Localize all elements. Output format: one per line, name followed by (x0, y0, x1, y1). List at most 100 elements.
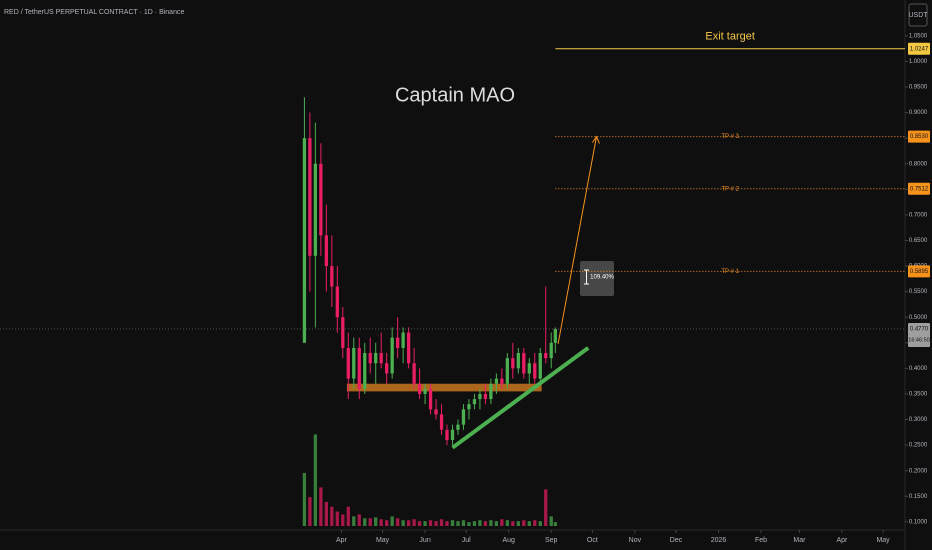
volume-bar (374, 517, 378, 526)
y-tick-label: 0.7000 (909, 212, 928, 218)
candle-body (417, 383, 422, 394)
y-tick-label: 0.9500 (909, 85, 928, 91)
x-tick-label: Dec (670, 537, 683, 544)
y-tick-label: 0.1500 (909, 494, 928, 500)
candle-body (346, 347, 350, 379)
x-tick-label: Nov (629, 537, 642, 544)
y-tick-label: 0.9000 (909, 110, 928, 116)
level-price-label: 0.8530 (910, 134, 929, 140)
x-tick-label: Jul (462, 537, 471, 544)
x-tick-label: Apr (836, 537, 848, 544)
measure-icon (584, 269, 589, 285)
chart-title: RED / TetherUS PERPETUAL CONTRACT · 1D ·… (4, 9, 184, 16)
candle-body (330, 266, 334, 287)
candle-body (527, 363, 531, 374)
volume-bar (428, 520, 433, 526)
candle-body (533, 363, 537, 379)
y-tick-label: 0.5000 (909, 315, 928, 321)
volume-bar (500, 519, 504, 526)
volume-bar (319, 487, 323, 526)
y-tick-label: 0.5500 (909, 289, 928, 295)
volume-bar (533, 520, 537, 526)
candle-body (396, 337, 400, 348)
level-price-box (908, 130, 930, 143)
candle-body (374, 353, 378, 364)
level-price-label: 1.0247 (910, 46, 929, 52)
volume-bar (341, 514, 345, 526)
volume-bar (434, 521, 438, 526)
candle-body (538, 353, 542, 379)
volume-bar (423, 521, 427, 526)
x-tick-label: Feb (755, 537, 767, 544)
x-tick-label: Jun (419, 537, 430, 544)
arrow-head (592, 135, 600, 144)
candle-body (494, 378, 499, 384)
volume-bar (467, 522, 471, 526)
y-tick-label: 1.0500 (909, 33, 928, 39)
x-tick-label: May (376, 537, 390, 544)
x-tick-label: May (876, 537, 890, 544)
candle-body (401, 332, 405, 348)
measure-label: 109.40% (590, 275, 614, 281)
volume-bar (505, 520, 509, 526)
candle-body (483, 393, 488, 400)
candle-body (549, 342, 553, 359)
volume-bar (522, 520, 526, 526)
level-price-box (908, 182, 930, 195)
volume-bar (302, 472, 307, 526)
volume-bar (363, 518, 367, 526)
volume-bar (489, 520, 493, 526)
candle-body (489, 383, 493, 400)
y-tick-label: 0.1000 (909, 519, 928, 525)
volume-bar (346, 506, 350, 526)
x-tick-label: 2026 (711, 537, 727, 544)
last-price-box (908, 322, 930, 347)
candle-body (439, 414, 444, 430)
x-tick-label: Sep (545, 537, 558, 544)
candle-body (368, 353, 372, 364)
candle-body (302, 138, 307, 343)
candle-body (553, 328, 557, 343)
candle-body (478, 393, 482, 400)
y-tick-label: 0.6500 (909, 238, 928, 244)
y-tick-label: 1.0000 (909, 59, 928, 65)
level-price-label: 0.7512 (910, 186, 929, 192)
candle-body (357, 347, 361, 389)
volume-bar (330, 506, 334, 526)
volume-bar (472, 521, 477, 526)
y-tick-label: 0.3000 (909, 417, 928, 423)
candle-body (335, 286, 339, 318)
candle-body (544, 353, 548, 359)
candle-body (461, 409, 466, 425)
volume-bar (439, 519, 444, 526)
volume-bar (511, 521, 515, 526)
candle-body (467, 404, 471, 410)
currency[interactable]: USDT (908, 12, 928, 19)
x-tick-label: Oct (587, 537, 598, 544)
volume-bar (538, 521, 542, 526)
currency-box[interactable] (908, 3, 928, 27)
volume-bar (494, 521, 499, 526)
volume-bar (553, 522, 557, 526)
volume-bar (544, 489, 548, 526)
volume-bar (483, 521, 488, 526)
volume-bar (549, 516, 553, 526)
candle-body (324, 235, 328, 267)
volume-bar (450, 520, 455, 526)
x-tick-label: Aug (502, 537, 515, 544)
candle-body (385, 363, 389, 374)
level-name: Exit target (705, 31, 755, 43)
y-tick-label: 0.3500 (909, 392, 928, 398)
volume-bar (357, 514, 361, 526)
volume-bar (516, 521, 520, 526)
candle-body (516, 353, 520, 369)
candle-body (456, 424, 460, 430)
volume-bar (396, 518, 400, 526)
level-price-label: 0.5895 (910, 269, 929, 275)
level-name: TP # 3 (721, 134, 739, 140)
y-tick-label: 0.8000 (909, 161, 928, 167)
candle-body (423, 388, 427, 394)
support-zone (346, 383, 542, 392)
candle-body (472, 399, 477, 405)
